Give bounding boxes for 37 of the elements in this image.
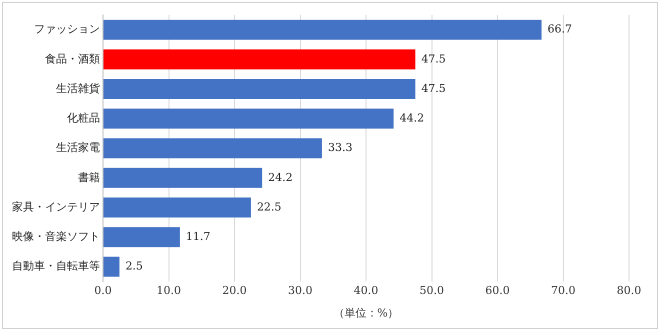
x-tick-label: 10.0 bbox=[156, 284, 181, 298]
data-label: 66.7 bbox=[548, 22, 572, 36]
bar bbox=[104, 49, 416, 70]
data-label: 47.5 bbox=[421, 52, 446, 66]
data-label: 33.3 bbox=[328, 141, 352, 154]
data-label: 11.7 bbox=[186, 230, 210, 244]
x-tick-label: 80.0 bbox=[616, 284, 642, 298]
bar bbox=[104, 227, 180, 248]
y-tick-label: 書籍 bbox=[78, 170, 100, 184]
x-tick-label: 30.0 bbox=[288, 284, 312, 298]
y-tick-label: 化粧品 bbox=[67, 112, 100, 125]
data-label: 22.5 bbox=[256, 200, 282, 214]
bar bbox=[104, 256, 120, 277]
x-tick-label: 60.0 bbox=[485, 284, 510, 298]
data-label: 47.5 bbox=[421, 82, 446, 95]
y-tick-label: ファッション bbox=[34, 22, 100, 36]
x-tick-label: 20.0 bbox=[222, 284, 247, 298]
bar bbox=[104, 198, 251, 218]
bar bbox=[104, 108, 394, 129]
bar bbox=[104, 138, 322, 158]
bar bbox=[104, 79, 416, 100]
data-label: 24.2 bbox=[268, 170, 293, 184]
x-axis-title: （単位：%） bbox=[333, 306, 399, 320]
x-tick-label: 40.0 bbox=[354, 284, 378, 298]
x-tick-label: 50.0 bbox=[420, 284, 444, 298]
data-label: 44.2 bbox=[400, 112, 424, 125]
y-tick-label: 自動車・自転車等 bbox=[12, 260, 100, 273]
y-tick-label: 映像・音楽ソフト bbox=[12, 230, 100, 244]
y-tick-label: 生活家電 bbox=[56, 141, 100, 154]
x-tick-label: 0.0 bbox=[94, 284, 112, 298]
x-tick-label: 70.0 bbox=[551, 284, 576, 298]
y-tick-label: 食品・酒類 bbox=[45, 52, 100, 66]
bar bbox=[104, 20, 542, 40]
data-label: 2.5 bbox=[125, 260, 143, 273]
bar bbox=[104, 168, 262, 188]
y-tick-label: 生活雑貨 bbox=[56, 82, 100, 95]
y-tick-label: 家具・インテリア bbox=[12, 200, 100, 214]
